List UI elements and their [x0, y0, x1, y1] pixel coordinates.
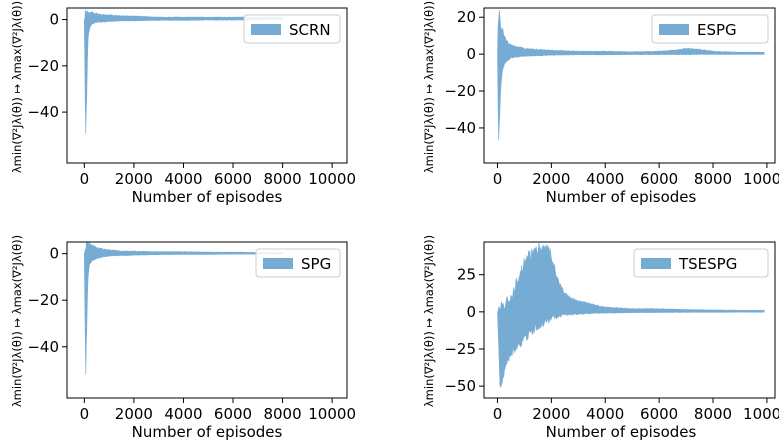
x-tick-label: 10000: [308, 170, 356, 188]
y-tick-label: −25: [444, 340, 476, 358]
legend-box: [243, 14, 341, 44]
y-axis-label: λmin(∇²Jλ(θ)) ↦ λmax(∇²Jλ(θ)): [10, 1, 24, 173]
legend: TSESPG: [633, 248, 769, 278]
legend-label: SPG: [301, 255, 331, 273]
legend-swatch: [641, 258, 671, 269]
x-tick-label: 4000: [164, 170, 202, 188]
y-tick-label: 0: [466, 303, 476, 321]
y-tick-label: −50: [444, 377, 476, 395]
x-tick-label: 6000: [640, 170, 678, 188]
y-tick-label: −20: [27, 291, 59, 309]
x-tick-label: 10000: [308, 405, 356, 423]
y-axis-label: λmin(∇²Jλ(θ)) ↦ λmax(∇²Jλ(θ)): [422, 235, 436, 407]
x-tick-label: 4000: [586, 405, 624, 423]
y-tick-label: 0: [49, 11, 59, 29]
plot-area: 0 2000 4000 6000 8000 10000 0 −20 −40 SCRN: [27, 7, 356, 188]
legend: SCRN: [243, 14, 341, 44]
legend-swatch: [659, 24, 689, 35]
y-axis-label: λmin(∇²Jλ(θ)) ↦ λmax(∇²Jλ(θ)): [10, 235, 24, 407]
legend-box: [255, 248, 341, 278]
panel-espg: λmin(∇²Jλ(θ)) ↦ λmax(∇²Jλ(θ)) 0 2000 4000 6…: [422, 1, 779, 206]
x-axis-label: Number of episodes: [132, 423, 283, 441]
x-tick-label: 2000: [532, 405, 570, 423]
x-tick-label: 0: [80, 405, 90, 423]
panel-spg: λmin(∇²Jλ(θ)) ↦ λmax(∇²Jλ(θ)) 0 2000 4000 6…: [10, 235, 356, 441]
x-axis-label: Number of episodes: [546, 188, 697, 206]
legend-swatch: [251, 24, 281, 35]
legend-box: [633, 248, 769, 278]
axes-frame: [483, 241, 776, 399]
y-tick-label: −40: [27, 103, 59, 121]
axes-frame: [483, 7, 776, 164]
legend-label: TSESPG: [678, 255, 737, 273]
x-tick-label: 10000: [743, 170, 779, 188]
x-tick-label: 10000: [743, 405, 779, 423]
y-axis-label: λmin(∇²Jλ(θ)) ↦ λmax(∇²Jλ(θ)): [422, 1, 436, 173]
y-tick-label: −40: [27, 338, 59, 356]
panel-tsespg: λmin(∇²Jλ(θ)) ↦ λmax(∇²Jλ(θ)) 0 2000 4000 6…: [422, 235, 779, 441]
x-tick-label: 0: [493, 170, 503, 188]
y-tick-label: −20: [27, 57, 59, 75]
x-tick-label: 6000: [214, 170, 252, 188]
x-tick-label: 4000: [164, 405, 202, 423]
x-tick-label: 8000: [263, 405, 301, 423]
plot-area: 0 2000 4000 6000 8000 10000 20 0 −20 −40 ESPG: [444, 7, 779, 188]
plot-area: 0 2000 4000 6000 8000 10000 25 0 −25 −50 TSESPG: [444, 241, 779, 423]
y-tick-label: 20: [457, 8, 476, 26]
y-tick-label: 0: [49, 245, 59, 263]
y-tick-label: −20: [444, 82, 476, 100]
x-axis-label: Number of episodes: [546, 423, 697, 441]
y-tick-label: −40: [444, 119, 476, 137]
area-band: [497, 242, 765, 388]
axes-frame: [66, 241, 348, 399]
legend-swatch: [263, 258, 293, 269]
x-tick-label: 8000: [694, 405, 732, 423]
plot-area: 0 2000 4000 6000 8000 10000 0 −20 −40 SPG: [27, 241, 356, 423]
legend: SPG: [255, 248, 341, 278]
x-tick-label: 8000: [263, 170, 301, 188]
x-tick-label: 0: [493, 405, 503, 423]
area-band: [497, 10, 765, 141]
legend: ESPG: [651, 14, 769, 44]
legend-label: SCRN: [289, 21, 331, 39]
x-tick-label: 2000: [115, 170, 153, 188]
axes-frame: [66, 7, 348, 164]
x-tick-label: 6000: [214, 405, 252, 423]
legend-box: [651, 14, 769, 44]
y-tick-label: 0: [466, 45, 476, 63]
x-tick-label: 6000: [640, 405, 678, 423]
panel-scrn: λmin(∇²Jλ(θ)) ↦ λmax(∇²Jλ(θ)) 0 2000 4000 6…: [10, 1, 356, 206]
legend-label: ESPG: [697, 21, 737, 39]
y-tick-label: 25: [457, 266, 476, 284]
x-tick-label: 2000: [532, 170, 570, 188]
x-tick-label: 4000: [586, 170, 624, 188]
area-band: [83, 242, 283, 375]
x-tick-label: 2000: [115, 405, 153, 423]
x-axis-label: Number of episodes: [132, 188, 283, 206]
x-tick-label: 8000: [694, 170, 732, 188]
x-tick-label: 0: [80, 170, 90, 188]
